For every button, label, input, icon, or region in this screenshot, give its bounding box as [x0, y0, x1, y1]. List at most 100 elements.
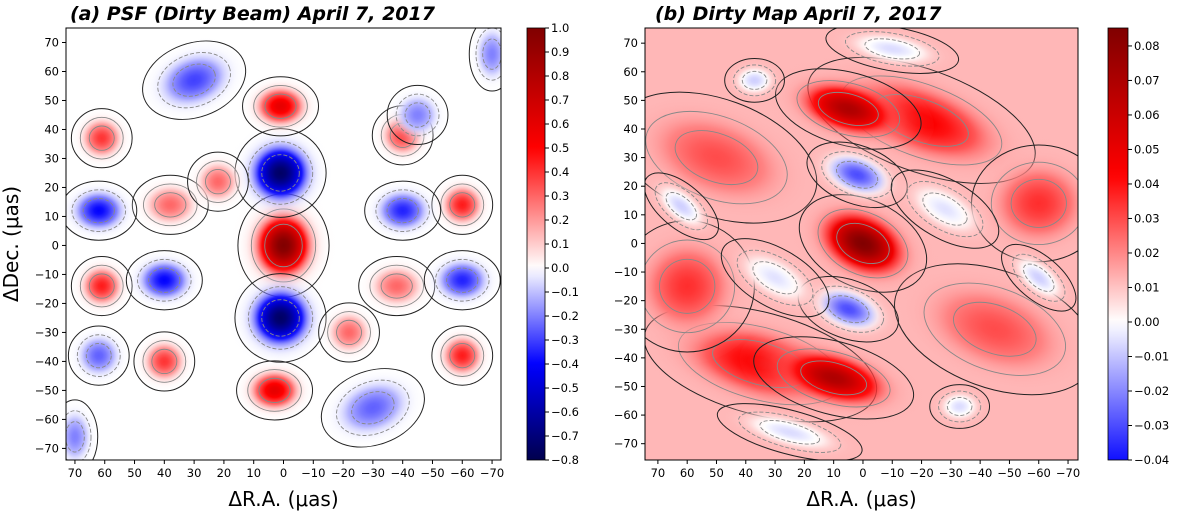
- colorbar-tick-label: −0.8: [551, 453, 579, 467]
- contour-line: [482, 38, 501, 70]
- y-tick-label: 60: [623, 65, 638, 79]
- x-tick-label: −60: [1027, 466, 1051, 480]
- x-tick-label: 20: [217, 466, 232, 480]
- colorbar-tick-label: −0.04: [1134, 453, 1169, 467]
- contour-line: [142, 340, 187, 383]
- plot-area: [645, 28, 1078, 460]
- colorbar-tick-label: 0.9: [551, 45, 569, 59]
- x-tick-label: 30: [768, 466, 783, 480]
- x-tick-label: −70: [1056, 466, 1080, 480]
- contour-line: [336, 379, 410, 436]
- peak: [128, 326, 201, 397]
- peak: [229, 355, 320, 426]
- y-tick-label: −10: [614, 265, 638, 279]
- contour-line: [836, 222, 890, 264]
- colorbar-tick-label: 0.7: [551, 93, 569, 107]
- x-tick-label: 10: [246, 466, 261, 480]
- colorbar-tick-label: 0.5: [551, 141, 569, 155]
- colorbar-tick-label: 0.2: [551, 213, 569, 227]
- contour-line: [66, 180, 138, 241]
- colorbar-tick-label: −0.02: [1134, 384, 1169, 398]
- x-tick-label: 50: [127, 466, 142, 480]
- contour-line: [157, 52, 231, 109]
- y-tick-label: 20: [44, 180, 59, 194]
- contour-line: [923, 282, 1067, 376]
- peak: [719, 54, 790, 107]
- colorbar-tick-label: 0.02: [1134, 246, 1160, 260]
- x-tick-label: 30: [187, 466, 202, 480]
- y-tick-label: −10: [35, 267, 59, 281]
- colorbar-tick-label: 0.8: [551, 69, 569, 83]
- x-tick-label: 0: [280, 466, 287, 480]
- contour-line: [154, 192, 187, 218]
- x-tick-label: 70: [651, 466, 666, 480]
- peak: [66, 393, 102, 460]
- colorbar-tick-label: −0.7: [551, 429, 579, 443]
- contour-line: [906, 181, 984, 238]
- contour-line: [449, 192, 476, 218]
- x-tick-label: −30: [939, 466, 963, 480]
- contour-line: [375, 189, 430, 232]
- y-tick-label: 40: [623, 122, 638, 136]
- plot-frame: [644, 27, 1079, 461]
- x-tick-label: −70: [480, 466, 504, 480]
- y-tick-label: 70: [44, 35, 59, 49]
- contour-line: [922, 192, 968, 226]
- contour-line: [1010, 178, 1067, 228]
- contour-line: [776, 348, 891, 408]
- peak: [924, 380, 995, 433]
- plot-area: [66, 28, 501, 460]
- peak: [226, 265, 335, 371]
- colorbar-tick-label: 0.04: [1134, 177, 1160, 191]
- contour-line: [85, 342, 112, 369]
- x-tick-label: −10: [880, 466, 904, 480]
- peak: [226, 120, 335, 226]
- peak: [465, 28, 501, 98]
- colorbar-tick-label: −0.1: [551, 285, 579, 299]
- contour-line: [890, 169, 1000, 249]
- contour-line: [142, 40, 247, 120]
- colorbar-tick-label: −0.2: [551, 309, 579, 323]
- contour-line: [953, 301, 1037, 357]
- contour-line: [475, 28, 501, 81]
- colorbar-tick-label: 0.3: [551, 189, 569, 203]
- x-tick-label: −20: [331, 466, 355, 480]
- contour-line: [1012, 253, 1066, 302]
- peak: [182, 146, 254, 217]
- colorbar-tick-label: 0.00: [1134, 315, 1160, 329]
- contour-line: [654, 182, 708, 231]
- contour-line: [351, 391, 395, 425]
- contour-line: [70, 108, 133, 169]
- contour-line: [204, 169, 231, 195]
- colorbar-tick-label: −0.03: [1134, 418, 1169, 432]
- x-tick-label: −50: [997, 466, 1021, 480]
- contour-line: [759, 420, 820, 445]
- contour-line: [76, 334, 121, 377]
- contour-line: [247, 369, 302, 412]
- y-tick-label: −40: [614, 351, 638, 365]
- contour-line: [720, 238, 830, 318]
- colorbar-tick-label: −0.5: [551, 381, 579, 395]
- contour-line: [440, 334, 485, 377]
- y-tick-label: −50: [35, 383, 59, 397]
- contour-line: [247, 286, 314, 350]
- contour-line: [468, 28, 501, 92]
- contour-line: [800, 360, 868, 396]
- peak: [66, 175, 144, 246]
- contour-line: [242, 76, 320, 137]
- x-tick-label: 0: [859, 466, 866, 480]
- contour-line: [817, 208, 909, 279]
- contour-line: [733, 64, 777, 97]
- peak: [313, 297, 385, 368]
- x-axis-label: ΔR.A. (μas): [228, 487, 338, 511]
- contour-line: [435, 258, 490, 302]
- peak: [66, 103, 138, 173]
- contour-line: [187, 151, 249, 212]
- y-tick-label: −50: [614, 379, 638, 393]
- contour-line: [137, 258, 192, 302]
- contour-line: [738, 411, 842, 453]
- contour-line: [796, 80, 901, 138]
- y-tick-label: −70: [35, 441, 59, 455]
- x-axis-label: ΔR.A. (μas): [806, 487, 916, 511]
